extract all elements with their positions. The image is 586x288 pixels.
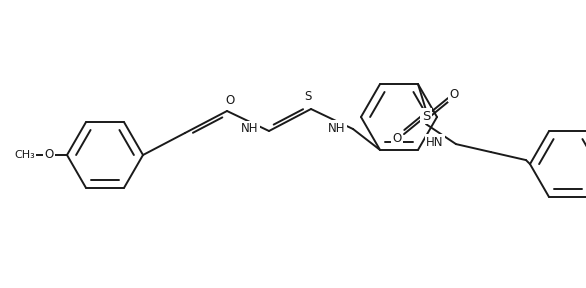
Text: NH: NH [241,122,259,135]
Text: S: S [304,90,312,103]
Text: S: S [422,110,430,123]
Text: HN: HN [426,136,444,149]
Text: O: O [226,94,234,107]
Text: O: O [449,88,459,101]
Text: O: O [393,132,401,145]
Text: NH: NH [328,122,346,134]
Text: CH₃: CH₃ [15,150,35,160]
Text: O: O [45,149,54,162]
